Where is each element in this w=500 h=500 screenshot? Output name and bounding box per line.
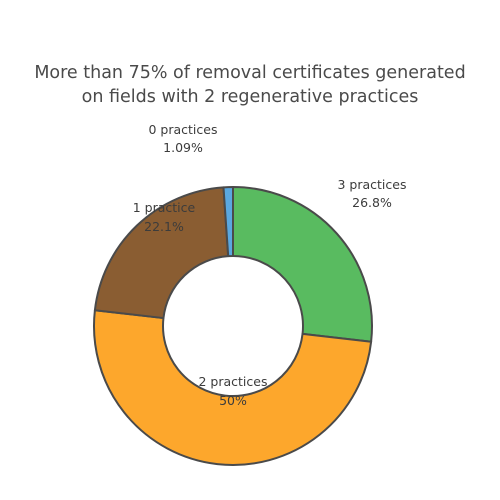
- slice-label-name: 2 practices: [199, 374, 268, 389]
- slice-label-name: 0 practices: [149, 122, 218, 137]
- slice-label-value: 26.8%: [352, 195, 392, 210]
- chart-title-line-1: More than 75% of removal certificates ge…: [34, 63, 466, 83]
- slice-label-value: 1.09%: [163, 140, 203, 155]
- chart-title-line-2: on fields with 2 regenerative practices: [81, 87, 419, 107]
- slice-1-practice: [93, 186, 230, 320]
- slice-label-value: 50%: [219, 393, 247, 408]
- slice-label-name: 3 practices: [338, 177, 407, 192]
- slice-label-name: 1 practice: [133, 200, 196, 215]
- slice-label-value: 22.1%: [144, 219, 184, 234]
- slice-2-practices: [93, 309, 373, 467]
- slice-0-practices: [222, 186, 234, 258]
- slice-3-practices: [232, 186, 373, 343]
